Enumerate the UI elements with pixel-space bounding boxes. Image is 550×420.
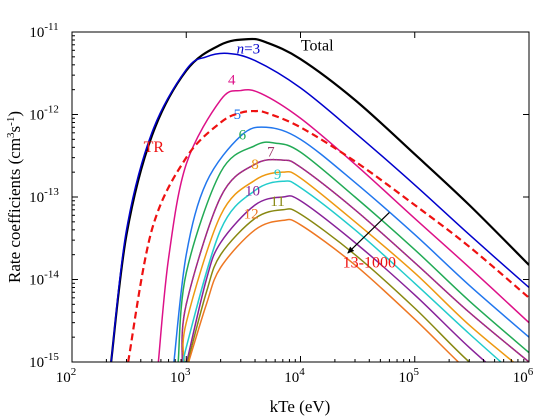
curve-label-tr: TR xyxy=(144,139,165,156)
x-tick-label: 103 xyxy=(170,366,191,386)
series-line-total xyxy=(110,37,529,362)
series-line-12 xyxy=(187,218,460,362)
x-tick-label: 104 xyxy=(284,366,305,386)
curve-label-5: 5 xyxy=(234,107,242,123)
y-tick-label: 10-13 xyxy=(29,186,59,206)
curve-label-total: Total xyxy=(301,37,334,54)
series-line-11 xyxy=(186,208,471,362)
curve-label-4: 4 xyxy=(228,73,236,89)
y-tick-label: 10-11 xyxy=(29,21,58,41)
x-tick-label: 105 xyxy=(399,366,420,386)
direction-arrow xyxy=(347,212,390,254)
curve-label-10: 10 xyxy=(245,183,260,199)
curve-label-6: 6 xyxy=(239,127,247,143)
curve-label-11: 11 xyxy=(270,194,284,210)
y-tick-label: 10-15 xyxy=(29,351,59,371)
series-line-tr xyxy=(127,109,529,362)
y-tick-label: 10-14 xyxy=(29,269,59,289)
series-line-9 xyxy=(182,180,503,362)
series-line-5 xyxy=(173,126,529,362)
curve-label-7: 7 xyxy=(267,144,275,160)
x-tick-label: 106 xyxy=(513,366,534,386)
curve-label-8: 8 xyxy=(251,157,259,173)
y-tick-label: 10-12 xyxy=(29,104,59,124)
curve-label-13-1000: 13-1000 xyxy=(343,254,396,271)
series-line-4 xyxy=(157,89,529,362)
series-line-8 xyxy=(182,170,515,362)
series-line-10 xyxy=(186,195,487,362)
y-axis-title: Rate coefficients (cm3s-1) xyxy=(5,111,24,283)
series-line-n-3 xyxy=(110,52,529,362)
x-tick-label: 102 xyxy=(56,366,77,386)
series-line-6 xyxy=(177,141,529,362)
curve-label-n-3: n=3 xyxy=(237,41,260,57)
curve-label-9: 9 xyxy=(274,167,282,183)
x-axis-title: kTe (eV) xyxy=(270,397,331,416)
curve-label-12: 12 xyxy=(244,206,259,222)
series-line-7-dotted xyxy=(181,158,529,362)
